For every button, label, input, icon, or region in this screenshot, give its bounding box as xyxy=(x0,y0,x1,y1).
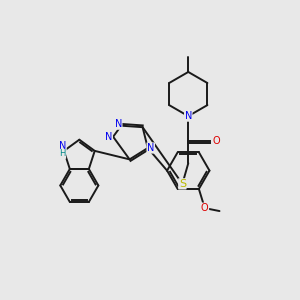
Text: N: N xyxy=(184,111,192,121)
Text: O: O xyxy=(212,136,220,146)
Text: N: N xyxy=(59,142,66,152)
Text: N: N xyxy=(105,132,112,142)
Text: H: H xyxy=(59,149,66,158)
Text: S: S xyxy=(179,179,186,189)
Text: N: N xyxy=(115,119,122,129)
Text: N: N xyxy=(147,143,154,153)
Text: O: O xyxy=(201,203,208,213)
